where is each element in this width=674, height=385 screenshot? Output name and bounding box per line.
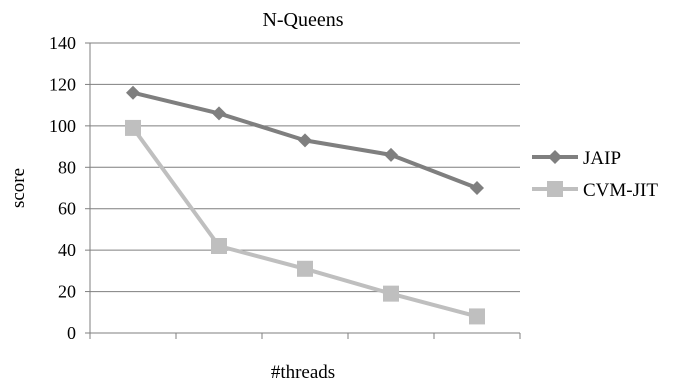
data-point-cvm-jit-4 [469,308,485,325]
y-tick-label-140: 140 [49,33,76,53]
legend-marker-jaip [548,150,562,164]
y-tick-label-0: 0 [67,323,76,343]
legend-item-jaip: JAIP [532,148,621,169]
legend-label-jaip: JAIP [583,148,621,169]
series-cvm-jit [125,119,485,325]
data-point-jaip-1 [212,106,226,121]
data-point-cvm-jit-1 [211,238,227,254]
legend-item-cvm-jit: CVM-JIT [532,180,658,201]
y-tick-labels: 0 20 40 60 80 100 120 140 [49,33,76,343]
y-tick-label-40: 40 [58,240,76,260]
x-axis-label: #threads [271,362,335,383]
data-point-cvm-jit-2 [297,260,313,277]
data-point-cvm-jit-3 [383,285,399,302]
y-axis-label: score [8,168,29,208]
y-tick-label-20: 20 [58,282,76,302]
series-jaip [126,85,484,195]
y-tick-label-60: 60 [58,199,76,219]
chart-title: N-Queens [262,9,343,31]
legend-label-cvm-jit: CVM-JIT [583,180,658,201]
data-point-jaip-4 [470,181,484,195]
y-tick-label-100: 100 [49,116,76,136]
data-point-jaip-2 [298,133,312,148]
series-group [125,85,485,325]
data-point-jaip-0 [126,85,140,100]
x-axis-ticks [89,333,521,339]
gridlines [85,42,520,334]
data-point-jaip-3 [384,147,398,162]
data-point-cvm-jit-0 [125,119,141,136]
legend: JAIP CVM-JIT [532,148,658,201]
y-tick-label-120: 120 [49,74,76,94]
y-tick-label-80: 80 [58,157,76,177]
series-line-cvm-jit [131,126,478,319]
legend-marker-cvm-jit [547,181,563,197]
